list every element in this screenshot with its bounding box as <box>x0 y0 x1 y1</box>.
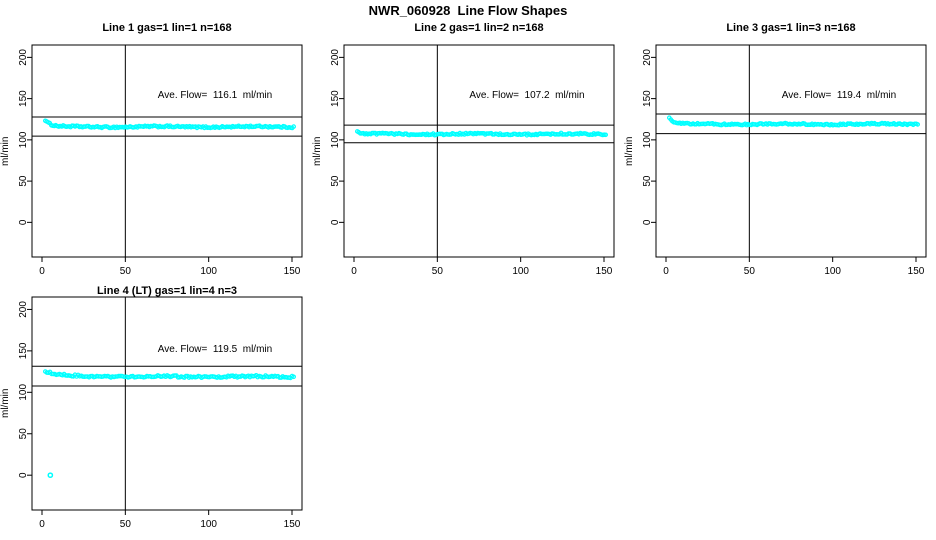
svg-text:200: 200 <box>18 49 29 66</box>
svg-text:50: 50 <box>744 266 756 277</box>
svg-text:150: 150 <box>284 519 301 530</box>
plot-canvas: 0 50 100 150 0 50 100 150 200 <box>330 44 615 277</box>
svg-text:100: 100 <box>642 131 653 148</box>
svg-text:50: 50 <box>330 175 341 187</box>
svg-text:100: 100 <box>330 131 341 148</box>
svg-text:150: 150 <box>642 90 653 107</box>
average-flow-annotation: Ave. Flow= 119.4 ml/min <box>781 90 897 101</box>
svg-text:0: 0 <box>39 519 45 530</box>
subplot-title: Line 1 gas=1 lin=1 n=168 <box>102 22 232 34</box>
average-flow-annotation: Ave. Flow= 119.5 ml/min <box>157 344 273 355</box>
average-flow-annotation: Ave. Flow= 116.1 ml/min <box>157 90 273 101</box>
svg-text:200: 200 <box>642 49 653 66</box>
plot-canvas: 0 50 100 150 0 50 100 150 200 <box>642 44 927 277</box>
svg-text:0: 0 <box>39 266 45 277</box>
svg-text:0: 0 <box>330 219 341 225</box>
svg-text:50: 50 <box>432 266 444 277</box>
svg-text:0: 0 <box>18 219 29 225</box>
plot-canvas: 0 50 100 150 0 50 100 150 200 <box>18 296 303 530</box>
subplot-title: Line 2 gas=1 lin=2 n=168 <box>414 22 544 34</box>
svg-text:0: 0 <box>351 266 357 277</box>
svg-text:200: 200 <box>18 301 29 318</box>
svg-text:100: 100 <box>200 266 217 277</box>
svg-text:100: 100 <box>18 131 29 148</box>
svg-text:0: 0 <box>663 266 669 277</box>
subplot-title: Line 4 (LT) gas=1 lin=4 n=3 <box>96 285 238 297</box>
svg-text:50: 50 <box>18 428 29 440</box>
svg-text:100: 100 <box>512 266 529 277</box>
svg-text:150: 150 <box>596 266 613 277</box>
svg-text:50: 50 <box>120 266 132 277</box>
svg-text:0: 0 <box>642 219 653 225</box>
svg-text:100: 100 <box>18 384 29 401</box>
svg-text:50: 50 <box>18 175 29 187</box>
average-flow-annotation: Ave. Flow= 107.2 ml/min <box>469 90 585 101</box>
svg-text:150: 150 <box>284 266 301 277</box>
figure-title: NWR_060928 Line Flow Shapes <box>368 3 568 18</box>
plot-canvas: 0 50 100 150 0 50 100 150 200 <box>18 44 303 277</box>
svg-text:0: 0 <box>18 472 29 478</box>
subplot-line-3: Line 3 gas=1 lin=3 n=168 ml/min Ave. Flo… <box>624 18 936 282</box>
svg-text:50: 50 <box>120 519 132 530</box>
svg-text:150: 150 <box>18 90 29 107</box>
svg-text:150: 150 <box>18 342 29 359</box>
subplot-line-4-lt: Line 4 (LT) gas=1 lin=4 n=3 ml/min Ave. … <box>0 282 312 540</box>
svg-text:100: 100 <box>824 266 841 277</box>
svg-text:50: 50 <box>642 175 653 187</box>
subplot-line-2: Line 2 gas=1 lin=2 n=168 ml/min Ave. Flo… <box>312 18 624 282</box>
svg-text:150: 150 <box>330 90 341 107</box>
svg-text:200: 200 <box>330 49 341 66</box>
svg-text:150: 150 <box>908 266 925 277</box>
subplot-title: Line 3 gas=1 lin=3 n=168 <box>726 22 856 34</box>
subplot-line-1: Line 1 gas=1 lin=1 n=168 ml/min Ave. Flo… <box>0 18 312 282</box>
svg-text:100: 100 <box>200 519 217 530</box>
